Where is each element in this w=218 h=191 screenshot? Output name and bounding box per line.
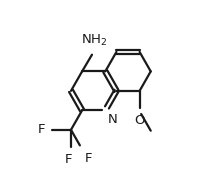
Text: F: F — [37, 123, 45, 136]
Text: NH$_2$: NH$_2$ — [81, 33, 107, 48]
Text: O: O — [134, 114, 145, 127]
Text: F: F — [65, 153, 72, 166]
Text: N: N — [108, 112, 118, 125]
Text: F: F — [85, 151, 92, 164]
